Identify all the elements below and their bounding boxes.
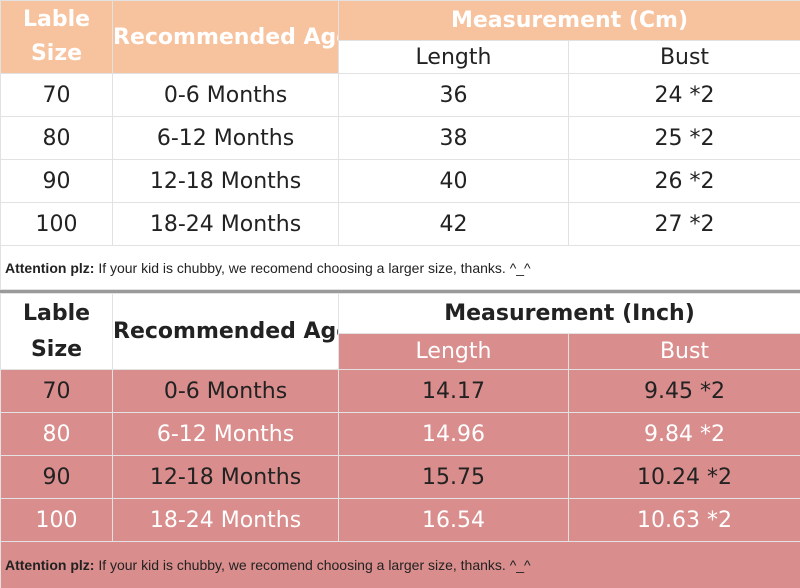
cell-size: 100 — [0, 202, 113, 246]
attention: Attention plz: If your kid is chubby, we… — [0, 541, 800, 588]
row: 90 12-18 Months 15.75 10.24 *2 — [0, 455, 800, 499]
row: 70 0-6 Months 14.17 9.45 *2 — [0, 369, 800, 413]
header-size: Lable Size — [0, 0, 113, 74]
cell-bust: 24 *2 — [568, 73, 800, 117]
cell-age: 18-24 Months — [112, 498, 339, 542]
cell-bust: 9.45 *2 — [568, 369, 800, 413]
cell-age: 0-6 Months — [112, 73, 339, 117]
cell-size: 80 — [0, 116, 113, 160]
cell-bust: 25 *2 — [568, 116, 800, 160]
row: 90 12-18 Months 40 26 *2 — [0, 159, 800, 203]
cell-bust: 27 *2 — [568, 202, 800, 246]
header-size: Lable Size — [0, 293, 113, 370]
separator — [0, 290, 800, 293]
row: 80 6-12 Months 38 25 *2 — [0, 116, 800, 160]
cell-age: 18-24 Months — [112, 202, 339, 246]
attention: Attention plz: If your kid is chubby, we… — [0, 245, 800, 290]
cell-length: 40 — [338, 159, 569, 203]
row: 100 18-24 Months 42 27 *2 — [0, 202, 800, 246]
cell-length: 14.96 — [338, 412, 569, 456]
header-age: Recommended Age — [112, 0, 339, 74]
header-length: Length — [338, 333, 569, 370]
attention-text: If your kid is chubby, we recomend choos… — [98, 557, 531, 573]
row: 100 18-24 Months 16.54 10.63 *2 — [0, 498, 800, 542]
attention-label: Attention plz: — [5, 557, 95, 573]
cell-age: 6-12 Months — [112, 116, 339, 160]
cell-bust: 10.63 *2 — [568, 498, 800, 542]
header-measurement: Measurement (Cm) — [338, 0, 800, 41]
header-length: Length — [338, 40, 569, 74]
cell-bust: 10.24 *2 — [568, 455, 800, 499]
header-bust: Bust — [568, 40, 800, 74]
header-age: Recommended Age — [112, 293, 339, 370]
cell-bust: 9.84 *2 — [568, 412, 800, 456]
header-measurement: Measurement (Inch) — [338, 293, 800, 334]
inch-table: Lable Size Recommended Age Measurement (… — [0, 293, 800, 588]
cell-age: 12-18 Months — [112, 159, 339, 203]
attention-text: If your kid is chubby, we recomend choos… — [98, 259, 531, 276]
cell-length: 36 — [338, 73, 569, 117]
cell-size: 100 — [0, 498, 113, 542]
row: 80 6-12 Months 14.96 9.84 *2 — [0, 412, 800, 456]
cell-size: 90 — [0, 159, 113, 203]
attention-label: Attention plz: — [5, 259, 95, 276]
row: 70 0-6 Months 36 24 *2 — [0, 73, 800, 117]
cell-bust: 26 *2 — [568, 159, 800, 203]
cell-length: 42 — [338, 202, 569, 246]
cell-age: 0-6 Months — [112, 369, 339, 413]
cell-age: 12-18 Months — [112, 455, 339, 499]
cell-size: 70 — [0, 369, 113, 413]
cell-length: 16.54 — [338, 498, 569, 542]
cell-size: 70 — [0, 73, 113, 117]
header-bust: Bust — [568, 333, 800, 370]
cell-size: 80 — [0, 412, 113, 456]
cm-table: Lable Size Recommended Age Measurement (… — [0, 0, 800, 290]
cell-length: 15.75 — [338, 455, 569, 499]
cell-size: 90 — [0, 455, 113, 499]
cell-age: 6-12 Months — [112, 412, 339, 456]
cell-length: 14.17 — [338, 369, 569, 413]
cell-length: 38 — [338, 116, 569, 160]
